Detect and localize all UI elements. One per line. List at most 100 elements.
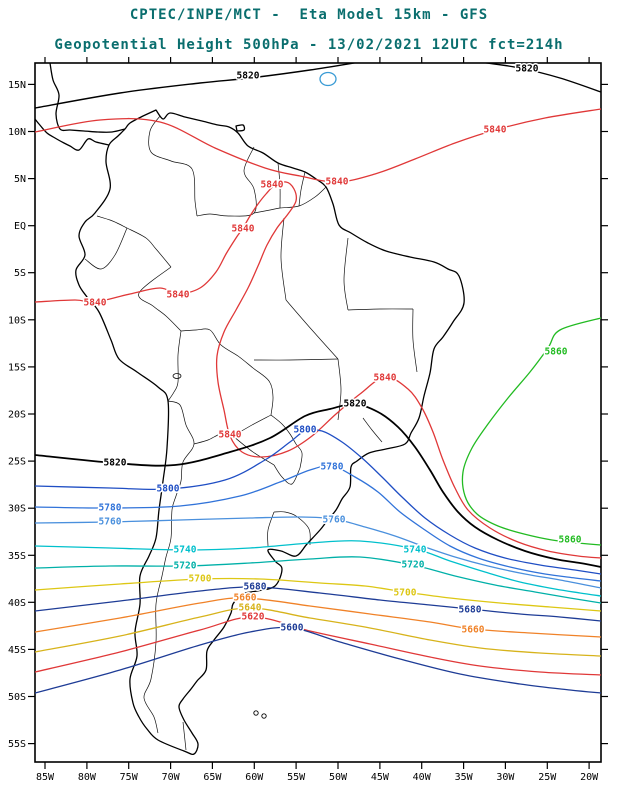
contour-5840-main [35, 181, 601, 559]
lat-axis-label: 5S [14, 268, 26, 279]
map-content: 5820 5820 5840 5840 5840 5840 5840 5840 5840 5840… [35, 63, 601, 756]
border-line [232, 414, 272, 437]
lat-axis-label: 5N [14, 174, 26, 185]
state-border-line [285, 299, 339, 360]
contour-5840-north [35, 108, 601, 183]
contour-labels: 5820 5820 5840 5840 5840 5840 5840 5840 5840 5840… [82, 63, 583, 637]
contour-value-label: 5740 [174, 545, 197, 556]
lat-axis-label: 20S [8, 410, 26, 421]
contour-value-label: 5860 [545, 347, 568, 358]
lon-axis-label: 25W [538, 772, 557, 783]
contour-value-label: 5840 [261, 180, 284, 191]
lat-axis-label: 25S [8, 457, 26, 468]
contour-value-label: 5760 [323, 515, 346, 526]
border-line [196, 146, 257, 217]
state-border-line [253, 358, 339, 361]
contour-closed-cell [319, 71, 337, 87]
contour-value-label: 5740 [404, 545, 427, 556]
contour-value-label: 5600 [281, 623, 304, 634]
lat-axis-label: 15N [8, 80, 26, 91]
page-title: CPTEC/INPE/MCT - Eta Model 15km - GFS [129, 7, 489, 23]
contour-5740 [35, 540, 601, 597]
lat-axis-label: 50S [8, 692, 26, 703]
state-border-line [280, 217, 287, 301]
border-line [182, 721, 187, 751]
border-line [148, 115, 198, 217]
central-america-pacific-coast [35, 118, 110, 151]
border-line [126, 227, 172, 268]
contour-5660 [35, 597, 601, 638]
contour-value-label: 5780 [321, 462, 344, 473]
contour-value-label: 5820 [516, 64, 539, 75]
border-line [138, 266, 182, 332]
lat-axis-label: 10N [8, 127, 26, 138]
contour-5800 [35, 429, 601, 575]
contour-value-label: 5840 [219, 430, 242, 441]
border-line [298, 171, 306, 207]
lat-axis-label: 15S [8, 362, 26, 373]
contour-value-label: 5720 [174, 561, 197, 572]
contour-value-label: 5840 [167, 290, 190, 301]
lon-axis-label: 65W [203, 772, 222, 783]
contour-5720 [35, 556, 601, 604]
contour-value-label: 5640 [239, 603, 262, 614]
lon-axis-label: 55W [287, 772, 306, 783]
lon-axis-label: 85W [36, 772, 55, 783]
axis-labels: 15N 10N 5N EQ 5S 10S 15S 20S 25S 30S 35S 40S 45S 50S 5… [8, 80, 599, 783]
central-america-caribbean-coast [49, 63, 126, 133]
contour-value-label: 5840 [84, 298, 107, 309]
contour-value-label: 5840 [374, 373, 397, 384]
lon-axis-label: 80W [78, 772, 97, 783]
contour-value-label: 5840 [232, 224, 255, 235]
contour-value-label: 5680 [244, 582, 267, 593]
country-borders [84, 115, 418, 751]
south-america-coastline [75, 109, 465, 756]
border-line [267, 511, 275, 547]
border-line [253, 186, 327, 214]
border-line [273, 464, 301, 485]
contour-5780 [35, 465, 601, 582]
lake-titicaca [172, 373, 182, 379]
lon-axis-label: 60W [245, 772, 264, 783]
border-line [277, 162, 281, 209]
border-line [84, 227, 128, 270]
contour-5620 [35, 616, 601, 676]
coastlines [35, 63, 465, 756]
lon-axis-label: 20W [580, 772, 599, 783]
page-subtitle: Geopotential Height 500hPa - 13/02/2021 … [54, 37, 564, 53]
lat-axis-label: EQ [14, 221, 26, 232]
lat-axis-label: 10S [8, 315, 26, 326]
contour-value-label: 5700 [189, 574, 212, 585]
state-border-line [343, 237, 349, 311]
lon-axis-label: 45W [371, 772, 390, 783]
border-line [143, 400, 195, 734]
lon-axis-label: 40W [413, 772, 432, 783]
state-border-line [337, 358, 342, 421]
contour-value-label: 5660 [462, 625, 485, 636]
height-contours [35, 63, 601, 694]
state-border-line [412, 308, 418, 373]
contour-value-label: 5760 [99, 517, 122, 528]
contour-value-label: 5820 [104, 458, 127, 469]
contour-value-label: 5820 [237, 71, 260, 82]
contour-5700 [35, 577, 601, 612]
lat-axis-label: 55S [8, 739, 26, 750]
contour-value-label: 5800 [294, 425, 317, 436]
trinidad-island [235, 124, 246, 132]
contour-5860 [461, 317, 601, 546]
lat-axis-label: 40S [8, 598, 26, 609]
lon-axis-label: 35W [455, 772, 474, 783]
falkland-island-west [253, 710, 259, 716]
contour-value-label: 5660 [234, 593, 257, 604]
contour-5680 [35, 586, 601, 622]
border-line [270, 414, 303, 469]
border-line [193, 433, 234, 445]
lon-axis-label: 70W [162, 772, 181, 783]
border-line [167, 330, 182, 402]
contour-5760 [35, 516, 601, 589]
lat-axis-label: 30S [8, 504, 26, 515]
contour-value-label: 5700 [394, 588, 417, 599]
border-line [180, 328, 274, 416]
